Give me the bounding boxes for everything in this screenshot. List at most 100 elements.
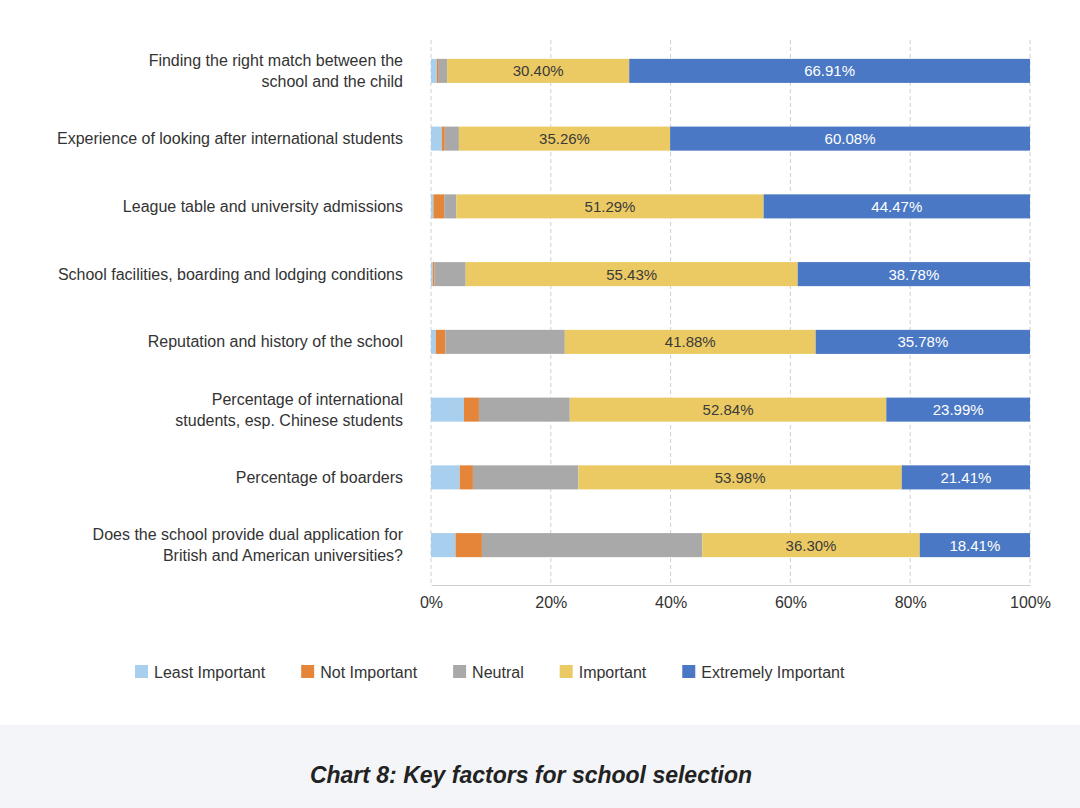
bar-segment <box>436 330 446 354</box>
bar-segment <box>442 127 445 151</box>
category-label: Reputation and history of the school <box>148 333 403 350</box>
tick-label: 0% <box>420 594 443 611</box>
legend-label: Least Important <box>154 664 266 681</box>
tick: 60% <box>775 585 807 611</box>
data-label: 35.26% <box>539 130 590 147</box>
category-label-line: Percentage of boarders <box>236 469 403 486</box>
bar-segment <box>445 127 459 151</box>
bar-segment <box>437 59 439 83</box>
chart-title: Chart 8: Key factors for school selectio… <box>310 762 752 788</box>
category-label-line: Experience of looking after internationa… <box>57 130 403 147</box>
grid <box>431 40 1030 585</box>
bar-segment <box>431 330 436 354</box>
grid-line <box>790 40 791 585</box>
legend-swatch <box>682 665 695 678</box>
category-label: Finding the right match between the schoo… <box>149 52 403 90</box>
data-label: 52.84% <box>703 401 754 418</box>
bar-segment <box>431 465 460 489</box>
bar-segment <box>460 465 473 489</box>
tick-label: 20% <box>535 594 567 611</box>
data-label: 60.08% <box>825 130 876 147</box>
bar-segment <box>816 330 1030 354</box>
x-axis: 0% 20% 40% 60% 80% 100% <box>420 585 1051 611</box>
legend-item: Least Important <box>135 664 266 681</box>
data-label: 18.41% <box>949 537 1000 554</box>
data-label: 30.40% <box>513 62 564 79</box>
legend-item: Not Important <box>301 664 417 681</box>
tick-label: 100% <box>1010 594 1051 611</box>
category-label-line: Reputation and history of the school <box>148 333 403 350</box>
category-label: School facilities, boarding and lodging … <box>58 266 403 283</box>
chart: 30.40% 35.26% 51.29% 55.43% 41.88% 52.84% 53.9… <box>0 0 1080 808</box>
bar-segment <box>798 262 1030 286</box>
bar-segment <box>456 533 482 557</box>
legend-label: Extremely Important <box>701 664 845 681</box>
legend: Least Important Not Important Neutral Impor… <box>135 664 845 681</box>
data-label: 23.99% <box>933 401 984 418</box>
data-label: 51.29% <box>585 198 636 215</box>
axis-line <box>432 585 1031 586</box>
legend-swatch <box>453 665 466 678</box>
bar-segment <box>459 127 670 151</box>
bar-segment <box>431 194 433 218</box>
legend-swatch <box>560 665 573 678</box>
bar-segment <box>702 533 919 557</box>
grid-line <box>670 40 671 585</box>
tick: 100% <box>1010 585 1051 611</box>
data-label: 38.78% <box>888 266 939 283</box>
legend-item: Extremely Important <box>682 664 845 681</box>
category-label-line: Finding the right match between the <box>149 52 403 69</box>
bar-segment <box>431 127 442 151</box>
bar-segment <box>764 194 1030 218</box>
bar-segment <box>629 59 1030 83</box>
bar-segment <box>920 533 1030 557</box>
category-label-line: British and American universities? <box>163 547 403 564</box>
bar-segment <box>570 398 887 422</box>
grid-line <box>550 40 551 585</box>
category-label: Experience of looking after internationa… <box>57 130 403 147</box>
bar-segment <box>447 59 629 83</box>
background-band <box>0 725 1080 808</box>
data-labels: 30.40% 35.26% 51.29% 55.43% 41.88% 52.84% 53.9… <box>513 62 1001 553</box>
bar-segment <box>435 262 466 286</box>
category-label-line: school and the child <box>262 73 403 90</box>
bar-segment <box>431 533 456 557</box>
grid-line <box>1030 40 1031 585</box>
legend-label: Not Important <box>320 664 417 681</box>
tick: 80% <box>895 585 927 611</box>
legend-label: Important <box>579 664 647 681</box>
data-label: 53.98% <box>715 469 766 486</box>
category-label-line: students, esp. Chinese students <box>175 412 403 429</box>
data-label: 66.91% <box>804 62 855 79</box>
data-label: 41.88% <box>665 333 716 350</box>
bar-segment <box>464 398 479 422</box>
legend-swatch <box>301 665 314 678</box>
category-label: Does the school provide dual application… <box>93 526 404 564</box>
data-label: 21.41% <box>940 469 991 486</box>
legend-item: Important <box>560 664 647 681</box>
bar-segment <box>466 262 798 286</box>
tick-label: 40% <box>655 594 687 611</box>
tick-label: 80% <box>895 594 927 611</box>
bars <box>431 59 1030 557</box>
bar-segment <box>431 262 433 286</box>
grid-line <box>910 40 911 585</box>
data-label: 35.78% <box>897 333 948 350</box>
data-label: 55.43% <box>606 266 657 283</box>
data-label: 44.47% <box>871 198 922 215</box>
bar-segment <box>473 465 578 489</box>
bar-segment <box>439 59 447 83</box>
bar-segment <box>565 330 816 354</box>
category-label-line: School facilities, boarding and lodging … <box>58 266 403 283</box>
legend-item: Neutral <box>453 664 524 681</box>
bar-segment <box>902 465 1030 489</box>
bar-segment <box>433 194 444 218</box>
bar-segment <box>431 59 437 83</box>
category-labels: Finding the right match between the schoo… <box>57 52 404 564</box>
bar-segment <box>445 330 564 354</box>
tick: 40% <box>655 585 687 611</box>
tick: 20% <box>535 585 567 611</box>
grid-line <box>431 40 432 585</box>
bar-segment <box>431 398 464 422</box>
legend-label: Neutral <box>472 664 524 681</box>
